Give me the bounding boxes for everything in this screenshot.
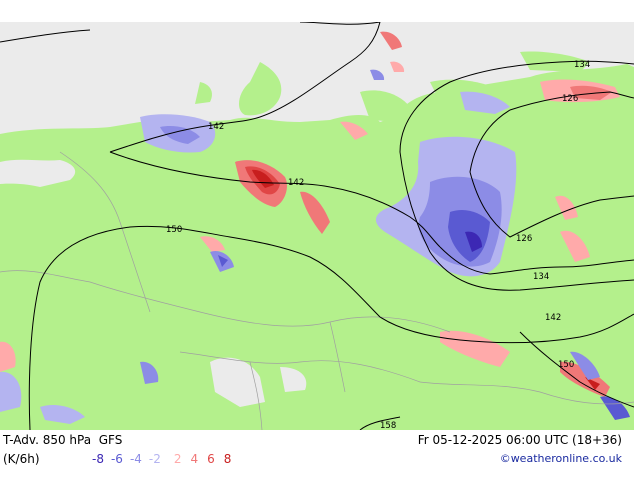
cold-patch-w [0,371,22,412]
cold-patch-deep [465,231,482,252]
contour-label: 150 [166,225,182,235]
contours [0,21,634,431]
valid-time: Fr 05-12-2025 06:00 UTC (18+36) [417,433,622,447]
map-svg: 142 142 150 134 126 126 134 142 150 158 [0,21,634,431]
warm-patch-north-2 [390,61,405,72]
contour-134-north [399,60,634,153]
cold-patch-north [370,69,385,80]
warm-patch-north [380,31,402,50]
contour-134-south [439,246,634,275]
cold-patch-ne [460,91,510,114]
warm-patch-west [0,341,16,372]
warm-patch-core [252,169,274,188]
warm-patch-3 [340,121,368,140]
contour-126-north [469,91,634,173]
contour-nw [0,29,91,43]
cold-advection [0,69,630,424]
island-land [195,82,212,104]
warm-patch-center [200,236,225,252]
units-label: (K/6h) [3,452,40,466]
legend-tick: -2 [148,452,161,466]
arctic-grey-west [0,22,160,104]
border-line [249,361,263,431]
contour-label: 150 [558,360,574,370]
color-scale: -8 -6 -4 -2 2 4 6 8 [92,452,240,466]
contour-142-north [109,21,381,153]
warm-patch-se-2 [560,361,610,397]
cold-patch-sw [140,361,159,384]
legend-tick: 2 [173,452,182,466]
border-line [179,351,421,383]
contour-150-se [519,331,634,408]
warm-patch-east [555,195,578,220]
legend-tick: 6 [207,452,215,466]
contour-label: 134 [574,60,590,70]
contour-label: 142 [208,122,224,132]
legend-tick: -6 [110,452,123,466]
contour-label: 158 [380,421,396,430]
legend-tick: 4 [190,452,199,466]
contour-label: 142 [288,178,304,188]
border-line [419,381,634,405]
warm-patch-2 [300,191,330,234]
cold-patch-se [570,351,600,380]
variable-title: T-Adv. 850 hPa [3,433,92,447]
grey-area-south-2 [280,367,307,392]
grey-area-south [210,357,265,407]
north-land-2 [360,90,410,122]
contour-labels: 142 142 150 134 126 126 134 142 150 158 [166,60,590,431]
cold-patch-center-core [218,255,228,267]
white-sea-area [0,159,76,187]
contour-fragment [299,21,381,25]
contour-label: 134 [533,272,549,282]
arctic-ocean [0,22,634,134]
border-line [329,321,346,393]
legend-bar: T-Adv. 850 hPa GFS (K/6h) -8 -6 -4 -2 2 4 6 8 F… [0,430,634,490]
negative-scale: -8 -6 -4 -2 [92,452,168,466]
warm-patch-ne-core [570,85,612,100]
arctic-grey-east [600,22,634,67]
warm-advection [0,31,620,397]
contour-142-mid [109,151,441,248]
legend-tick: 8 [223,452,232,466]
border-line [59,151,151,313]
north-land-4 [520,51,590,72]
legend-tick: -8 [92,452,104,466]
contour-158 [359,416,401,431]
contour-126-east [469,171,634,238]
border-line [0,270,201,313]
contour-label: 126 [562,94,578,104]
contour-150 [28,225,634,431]
credit-link[interactable]: ©weatheronline.co.uk [499,452,622,465]
borders [0,151,634,431]
arctic-grey-areas [0,22,634,407]
legend-tick: -4 [129,452,142,466]
warm-patch-se-core [585,377,600,390]
peninsula-land [238,62,282,116]
cold-patch-nw-core [160,126,200,144]
cold-patch-se-2 [600,396,630,420]
legend-title: T-Adv. 850 hPa GFS [3,433,122,447]
contour-label: 142 [545,313,561,323]
contour-134-east [399,151,634,291]
contour-label: 126 [516,234,532,244]
model-name: GFS [98,433,123,447]
cold-patch-sw-2 [40,405,85,424]
warm-patch-east-2 [560,230,590,262]
map-panel: 142 142 150 134 126 126 134 142 150 158 [0,21,634,431]
